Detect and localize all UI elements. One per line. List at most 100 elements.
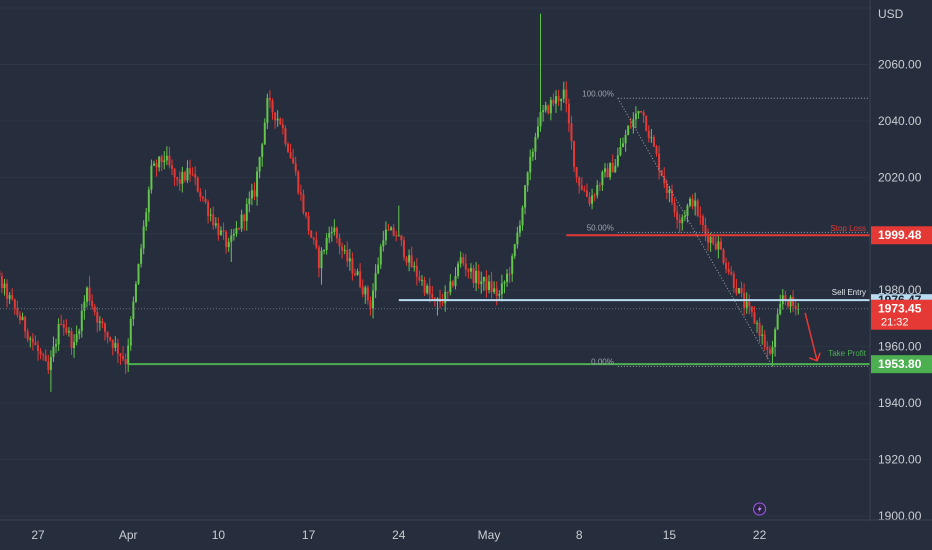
candle-body [529,157,532,173]
candle-body [160,156,163,163]
candle-body [366,287,369,301]
candle-body [328,233,331,238]
level-labels: Stop Loss Sell Entry Take Profit [828,224,867,358]
candle-body [73,342,76,348]
candle-body [663,176,666,184]
candle-body [699,215,702,217]
candle-body [624,134,627,144]
candle-body [88,287,91,302]
candle-body [678,219,681,224]
candle-body [562,89,565,99]
candle-body [155,163,158,168]
candle-body [444,291,447,304]
fib-level-label: 50.00% [587,223,614,232]
candle-body [645,115,648,131]
candle-body [31,338,34,343]
candle-body [106,331,109,338]
candle-body [603,168,606,172]
candle-body [80,310,83,332]
candle-body [709,237,712,243]
candle-body [774,329,777,348]
candle-body [124,359,127,365]
candle-body [539,112,542,127]
candle-body [379,246,382,265]
candle-body [513,244,516,257]
candle-body [642,112,645,116]
x-tick-label: 8 [576,528,583,542]
candle-body [735,287,738,294]
candle-body [158,156,161,168]
candle-body [555,96,558,104]
candle-body [382,240,385,247]
x-tick-label: Apr [119,528,138,542]
candle-body [341,246,344,251]
candle-body [686,205,689,216]
candle-body [511,256,514,274]
candle-body [96,312,99,323]
arrow-shaft [804,312,818,361]
candle-body [748,301,751,307]
candle-body [482,276,485,282]
candle-body [93,306,96,313]
candle-body [477,270,480,285]
candle-body [351,258,354,274]
candle-body [552,99,555,104]
candle-body [740,288,743,294]
candle-body [284,128,287,144]
candle-body [665,183,668,193]
candle-body [622,143,625,147]
candle-body [565,89,568,104]
candle-body [794,305,797,310]
candle-body [29,338,32,340]
stop-loss-label: Stop Loss [830,224,866,233]
candle-body [431,294,434,298]
candle-body [632,119,635,128]
candle-body [49,357,52,371]
event-marker-icon[interactable] [753,502,767,516]
candle-body [183,172,186,181]
candle-body [85,287,88,302]
y-tick-label: 1980.00 [878,283,922,297]
candle-body [129,319,132,346]
candle-body [495,288,498,296]
candle-body [655,146,658,154]
candle-body [232,233,235,236]
candle-body [289,152,292,158]
current-price-text: 1973.45 [878,302,922,316]
candle-body [16,307,19,316]
candle-body [181,172,184,184]
fib-level-label: 100.00% [582,89,614,98]
fib-trend-line [617,98,773,367]
candle-body [451,281,454,286]
candle-body [534,137,537,152]
candle-body [196,177,199,192]
candle-body [134,283,137,302]
candle-body [209,214,212,216]
candle-body [152,163,155,166]
candle-body [585,190,588,197]
stop-loss-price-tag[interactable]: 1999.48 [871,226,932,245]
candle-body [60,324,63,326]
candle-body [194,174,197,178]
candle-body [717,241,720,250]
candle-body [660,170,663,177]
candle-body [274,112,277,121]
candle-body [24,316,27,332]
candle-body [490,281,493,293]
y-tick-label: 1920.00 [878,453,922,467]
candle-body [707,234,710,243]
candle-body [518,225,521,233]
candle-body [199,191,202,197]
candle-body [634,113,637,120]
candle-body [384,229,387,241]
candle-body [480,281,483,285]
candle-body [294,163,297,172]
candle-body [305,212,308,216]
candle-body [670,189,673,203]
candle-body [225,231,228,248]
candle-body [333,227,336,232]
candle-body [320,250,323,269]
take-profit-price-tag[interactable]: 1953.80 [871,355,932,374]
